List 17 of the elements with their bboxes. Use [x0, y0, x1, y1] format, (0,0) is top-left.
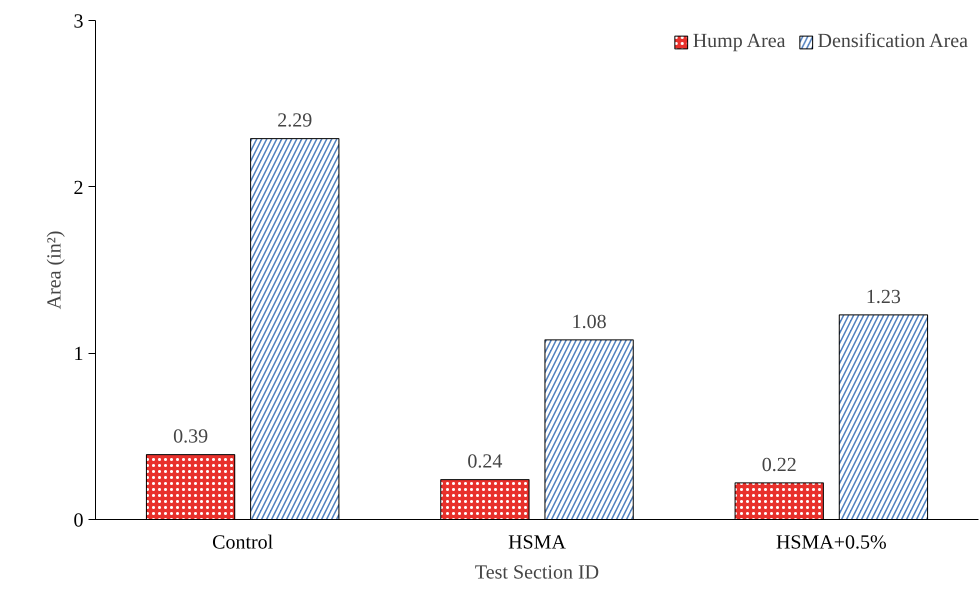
data-label: 1.23 [866, 286, 901, 308]
y-tick-label: 1 [74, 343, 84, 366]
y-tick-label: 2 [74, 176, 84, 199]
x-tick-label: Control [212, 532, 274, 554]
x-tick-label: HSMA [508, 532, 566, 554]
y-tick-label: 3 [74, 10, 84, 32]
data-label: 1.08 [572, 310, 607, 333]
legend-label: Densification Area [818, 30, 968, 53]
data-label: 2.29 [277, 110, 312, 132]
x-axis-title: Test Section ID [474, 562, 600, 584]
x-tick-label: HSMA+0.5% [776, 532, 887, 554]
data-label: 0.39 [173, 426, 208, 448]
legend-label: Hump Area [692, 30, 786, 53]
data-label: 0.22 [762, 454, 797, 476]
y-tick-label: 0 [74, 510, 84, 532]
y-axis-title: Area (in²) [44, 230, 66, 310]
data-label: 0.24 [467, 450, 502, 473]
